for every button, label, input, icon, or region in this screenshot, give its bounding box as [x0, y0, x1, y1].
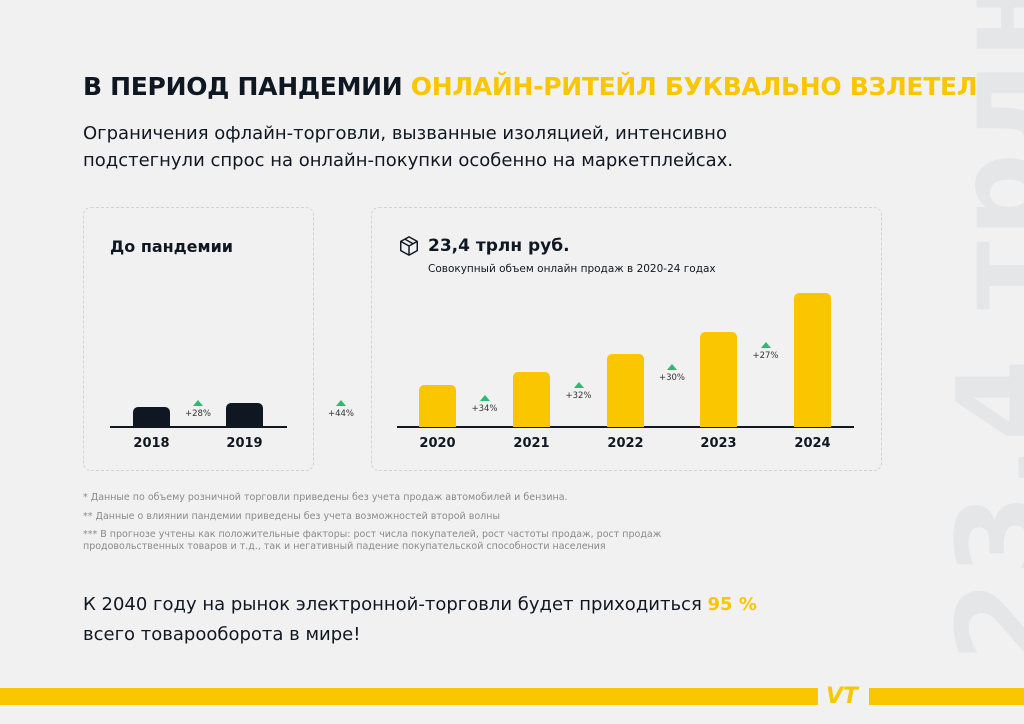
bar-2023 [700, 332, 737, 427]
baseline-online [397, 426, 854, 428]
baseline-pre [110, 426, 287, 428]
up-arrow-icon [760, 342, 771, 349]
up-arrow-icon [573, 382, 584, 389]
title-dark: В ПЕРИОД ПАНДЕМИИ [83, 72, 403, 101]
up-arrow-icon [336, 400, 346, 406]
box-icon [398, 235, 420, 261]
bar-2019 [226, 402, 263, 427]
up-arrow-icon [667, 364, 677, 371]
conclusion: К 2040 году на рынок электронной-торговл… [83, 590, 757, 650]
logo: VT [826, 684, 859, 709]
total-sales-title: 23,4 трлн руб. [428, 236, 570, 256]
x-tick-label: 2021 [513, 436, 550, 451]
growth-label: +32% [559, 382, 599, 401]
bar-2018 [133, 407, 170, 427]
up-arrow-icon [479, 395, 490, 402]
footer-stripe-right [869, 688, 1024, 705]
x-tick-label: 2018 [133, 436, 170, 451]
growth-text: +30% [658, 373, 685, 384]
x-tick-label: 2023 [700, 436, 737, 451]
x-tick-label: 2020 [419, 436, 456, 451]
pre-pandemic-title: До пандемии [110, 237, 233, 256]
growth-label: +30% [652, 364, 692, 383]
bar-2021 [513, 372, 550, 427]
title-accent: ОНЛАЙН-РИТЕЙЛ БУКВАЛЬНО ВЗЛЕТЕЛ [410, 72, 978, 101]
conclusion-text: К 2040 году на рынок электронной-торговл… [83, 594, 702, 615]
x-tick-label: 2019 [226, 436, 263, 451]
footnote-2: ** Данные о влиянии пандемии приведены б… [83, 511, 500, 522]
growth-text: +28% [184, 409, 211, 419]
footer-stripe-left [0, 688, 818, 705]
growth-label: +34% [465, 395, 505, 414]
up-arrow-icon [193, 400, 203, 406]
growth-text: +27% [752, 351, 779, 362]
conclusion-text-2: всего товарооборота в мире! [83, 624, 361, 645]
bar-2020 [419, 385, 456, 427]
pre-pandemic-card [83, 207, 314, 471]
bar-2022 [607, 354, 644, 427]
growth-label: +27% [746, 342, 786, 361]
growth-text: +32% [565, 391, 592, 402]
page-title: В ПЕРИОД ПАНДЕМИИ ОНЛАЙН-РИТЕЙЛ БУКВАЛЬН… [83, 72, 978, 101]
online-sales-card [371, 207, 882, 471]
conclusion-highlight: 95 % [707, 594, 757, 615]
x-tick-label: 2022 [607, 436, 644, 451]
growth-text: +44% [327, 409, 354, 419]
footnote-1: * Данные по объему розничной торговли пр… [83, 492, 568, 503]
footnote-3: *** В прогнозе учтены как положительные … [83, 529, 662, 552]
bar-2024 [794, 292, 831, 427]
x-tick-label: 2024 [794, 436, 831, 451]
growth-label-transition: +44% [321, 400, 361, 419]
total-sales-subtitle: Совокупный объем онлайн продаж в 2020-24… [428, 263, 716, 275]
growth-label: +28% [178, 400, 218, 419]
page-subtitle: Ограничения офлайн-торговли, вызванные и… [83, 123, 734, 171]
growth-text: +34% [471, 404, 498, 415]
